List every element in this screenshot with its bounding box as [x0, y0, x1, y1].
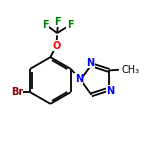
Text: F: F [43, 20, 49, 30]
Text: Br: Br [11, 87, 23, 97]
Text: N: N [75, 74, 83, 84]
Text: F: F [67, 20, 73, 30]
Text: N: N [107, 86, 115, 96]
Text: CH₃: CH₃ [121, 65, 139, 75]
Text: O: O [52, 41, 60, 51]
Text: F: F [55, 17, 61, 27]
Text: N: N [86, 58, 94, 68]
